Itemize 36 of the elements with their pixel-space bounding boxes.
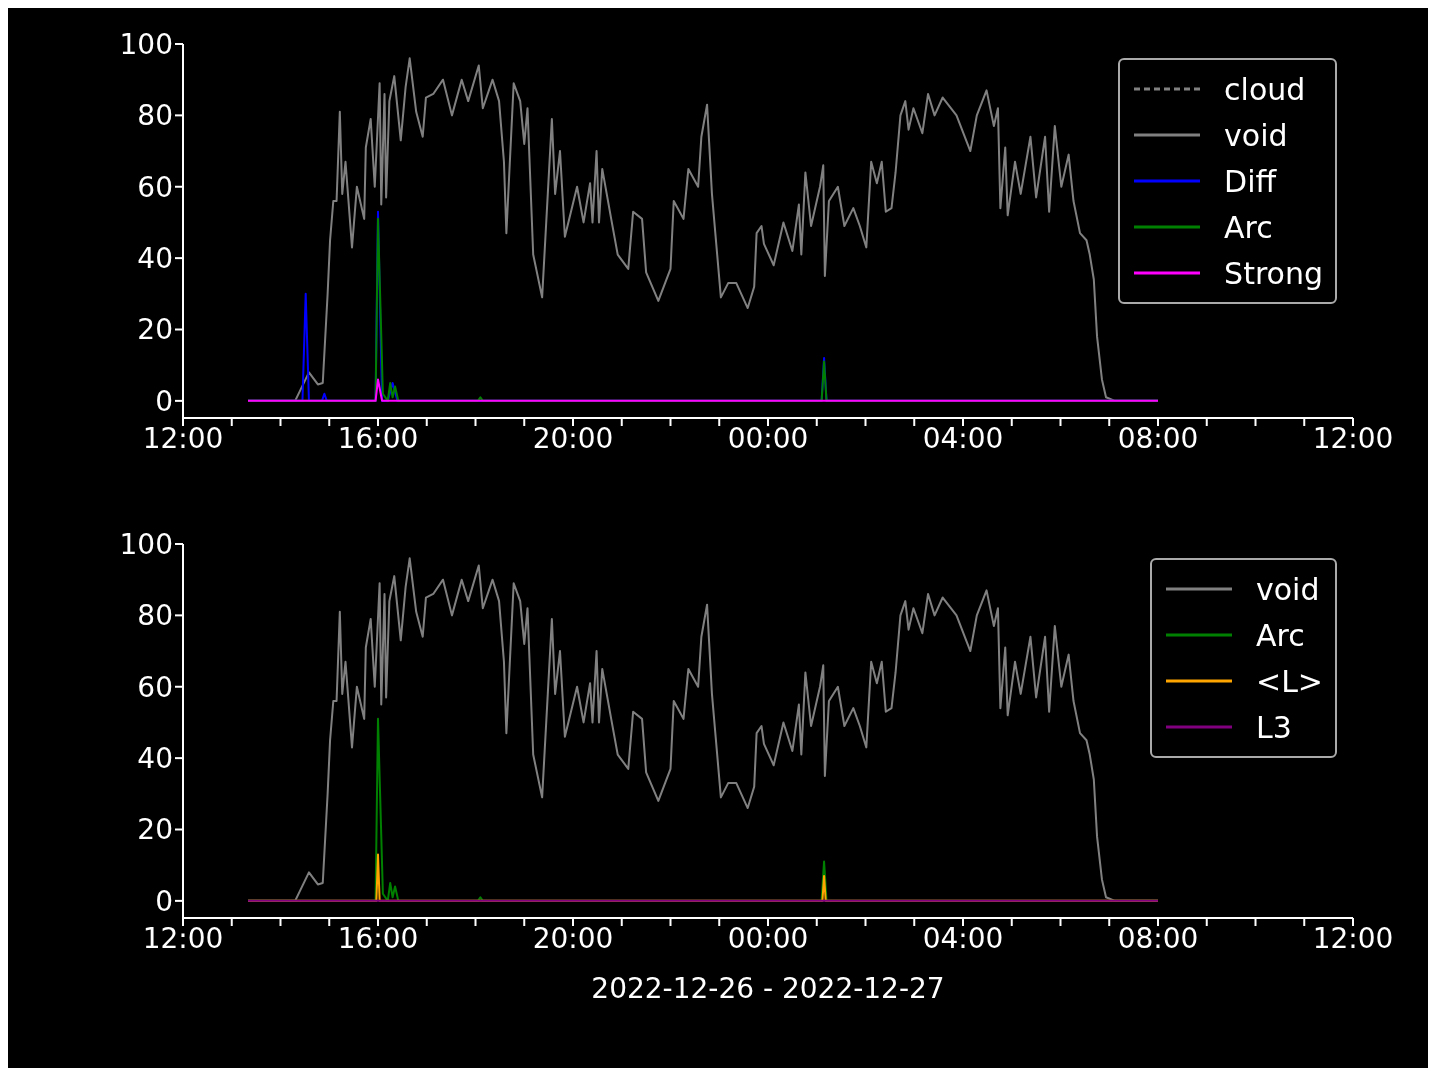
y-tick-label: 100 <box>119 527 173 561</box>
legend-label: Arc <box>1256 617 1305 653</box>
x-tick-label: 08:00 <box>1117 421 1199 455</box>
legend-label: void <box>1256 571 1320 607</box>
y-tick-label: 40 <box>137 742 173 776</box>
y-tick-label: 0 <box>155 884 173 918</box>
x-tick-label: 16:00 <box>337 921 419 955</box>
y-tick-label: 80 <box>137 99 173 133</box>
x-tick-label: 12:00 <box>1312 921 1394 955</box>
legend-label: <L> <box>1256 663 1323 699</box>
x-tick-label: 20:00 <box>532 421 614 455</box>
y-tick-label: 20 <box>137 313 173 347</box>
legend-label: Arc <box>1224 209 1273 245</box>
y-tick-label: 60 <box>137 170 173 204</box>
x-tick-label: 12:00 <box>142 421 224 455</box>
x-tick-label: 12:00 <box>142 921 224 955</box>
y-tick-label: 60 <box>137 670 173 704</box>
legend-label: cloud <box>1224 71 1306 107</box>
x-tick-label: 00:00 <box>727 421 809 455</box>
x-tick-label: 04:00 <box>922 421 1004 455</box>
x-axis-title: 2022-12-26 - 2022-12-27 <box>591 971 945 1005</box>
x-tick-label: 16:00 <box>337 421 419 455</box>
legend-label: L3 <box>1256 709 1292 745</box>
x-tick-label: 12:00 <box>1312 421 1394 455</box>
y-tick-label: 20 <box>137 813 173 847</box>
legend-label: Strong <box>1224 255 1323 291</box>
y-tick-label: 100 <box>119 27 173 61</box>
y-tick-label: 80 <box>137 599 173 633</box>
x-tick-label: 20:00 <box>532 921 614 955</box>
x-tick-label: 00:00 <box>727 921 809 955</box>
x-tick-label: 08:00 <box>1117 921 1199 955</box>
x-tick-label: 04:00 <box>922 921 1004 955</box>
y-tick-label: 0 <box>155 384 173 418</box>
y-tick-label: 40 <box>137 242 173 276</box>
legend-label: void <box>1224 117 1288 153</box>
legend-label: Diff <box>1224 163 1277 199</box>
